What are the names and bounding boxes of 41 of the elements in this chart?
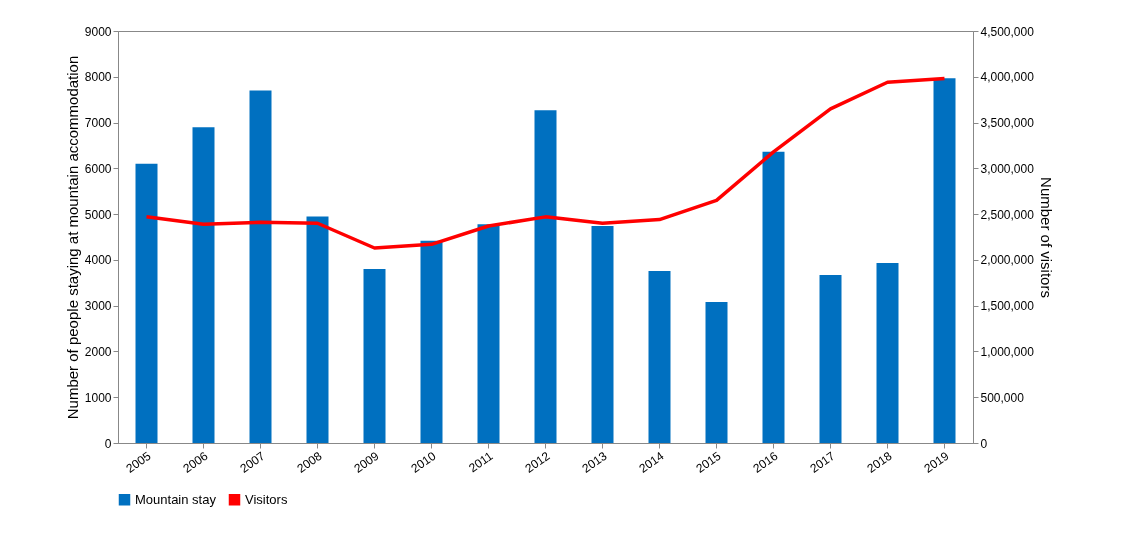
y2-tick-label: 1,000,000: [980, 344, 1035, 359]
y-tick-label: 3000: [84, 299, 112, 314]
y-tick-label: 1000: [84, 390, 112, 405]
bar: [135, 163, 158, 443]
y-axis-title: Number of people staying at mountain accommodation: [63, 55, 81, 420]
bar: [876, 263, 899, 443]
y2-tick-label: 1,500,000: [980, 299, 1035, 314]
legend-label: Mountain stay: [135, 491, 217, 507]
bar: [705, 302, 728, 443]
bar: [192, 127, 215, 443]
y2-tick-label: 2,500,000: [980, 207, 1035, 222]
y2-tick-label: 500,000: [980, 390, 1025, 405]
bar: [933, 78, 956, 443]
bar: [249, 90, 272, 443]
y2-tick-label: 4,000,000: [980, 70, 1035, 85]
y2-axis-title: Number of visitors: [1037, 177, 1055, 298]
bar: [648, 270, 671, 443]
bar: [363, 269, 386, 443]
line-series: [144, 76, 947, 250]
y2-tick-label: 2,000,000: [980, 253, 1035, 268]
bar: [762, 151, 785, 443]
y-tick-label: 4000: [84, 253, 112, 268]
y2-tick-label: 4,500,000: [980, 24, 1035, 39]
y-tick-label: 2000: [84, 344, 112, 359]
bar: [534, 110, 557, 443]
y-tick-label: 5000: [84, 207, 112, 222]
x-tick-label: 2011: [466, 448, 496, 476]
y-tick-label: 6000: [84, 161, 112, 176]
bar: [477, 224, 500, 443]
y2-tick-label: 3,500,000: [980, 116, 1035, 131]
bar: [591, 226, 614, 443]
y2-tick-label: 3,000,000: [980, 161, 1035, 176]
y-tick-label: 8000: [84, 70, 112, 85]
legend-label: Visitors: [245, 491, 288, 507]
y-tick-label: 9000: [84, 24, 112, 39]
y2-tick-label: 0: [980, 436, 988, 451]
y-tick-label: 7000: [84, 116, 112, 131]
bar: [306, 216, 329, 443]
bar: [420, 240, 443, 443]
y-tick-label: 0: [104, 436, 112, 451]
bar: [819, 275, 842, 443]
